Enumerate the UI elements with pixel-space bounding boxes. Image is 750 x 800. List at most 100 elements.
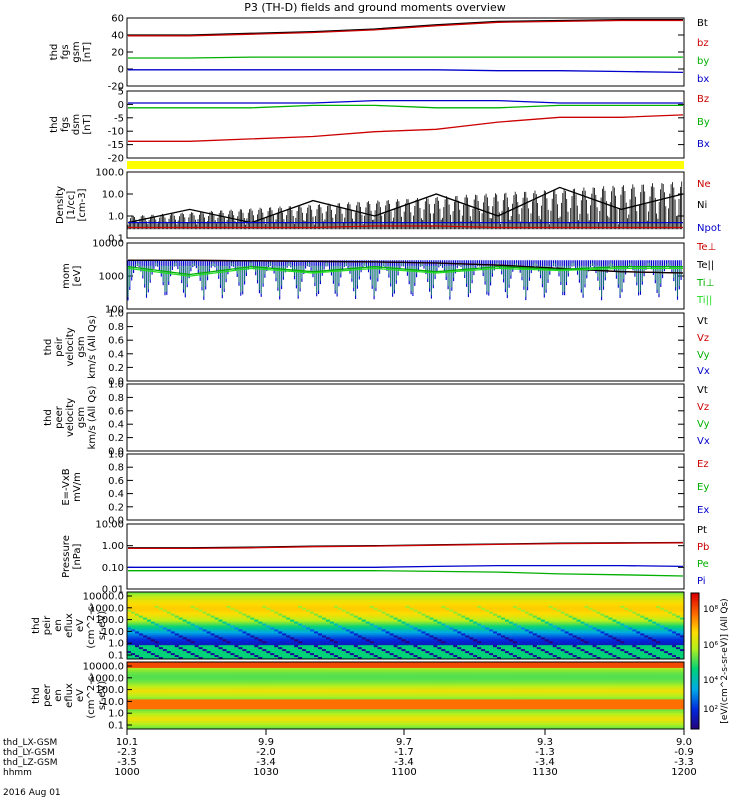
spectrogram-cell (401, 655, 406, 658)
spectrogram-cell (393, 605, 398, 609)
spectrogram-cell (445, 635, 450, 638)
spectrogram-cell (576, 592, 581, 595)
y-tick-label: 40 (111, 31, 124, 42)
spectrogram-cell (349, 615, 355, 618)
spectrogram-cell (540, 601, 546, 605)
spectrogram-cell (162, 592, 168, 595)
y-tick-label: 0.4 (108, 489, 124, 500)
spectrogram-cell (481, 657, 486, 660)
spectrogram-cell (162, 625, 168, 628)
spectrogram-cell (449, 603, 454, 607)
spectrogram-cell (262, 592, 267, 595)
spectrogram-cell (131, 631, 136, 634)
spectrogram-cell (636, 655, 641, 658)
spectrogram-cell (508, 605, 514, 609)
spectrogram-cell (584, 653, 589, 656)
spectrogram-cell (572, 607, 577, 611)
spectrogram-cell (278, 615, 283, 618)
spectrogram-cell (401, 601, 406, 605)
spectrogram-cell (290, 595, 295, 599)
spectrogram-cell (497, 599, 502, 603)
spectrogram-cell (325, 657, 331, 660)
spectrogram-cell (417, 597, 422, 601)
spectrogram-cell (202, 599, 207, 603)
spectrogram-cell (158, 647, 164, 650)
spectrogram-cell (489, 615, 494, 618)
spectrogram-cell (640, 603, 645, 607)
spectrogram-cell (234, 601, 239, 605)
y-tick-label: 10.0 (102, 627, 124, 638)
spectrogram-cell (306, 631, 311, 634)
spectrogram-cell (656, 637, 661, 640)
spectrogram-cell (377, 651, 382, 654)
spectrogram-cell (620, 617, 625, 620)
spectrogram-cell (127, 625, 132, 628)
spectrogram-cell (329, 637, 335, 640)
spectrogram-cell (337, 653, 343, 656)
spectrogram-cell (353, 631, 359, 634)
spectrogram-cell (385, 641, 390, 644)
spectrogram-cell (131, 635, 136, 638)
y-axis-label: [nT] (82, 42, 93, 62)
spectrogram-cell (664, 611, 669, 615)
spectrogram-cell (222, 617, 227, 620)
spectrogram-cell (210, 601, 215, 605)
spectrogram-cell (345, 625, 351, 628)
legend-Te||: Te|| (696, 260, 714, 271)
spectrogram-cell (373, 641, 379, 644)
spectrogram-cell (226, 635, 231, 638)
spectrogram-cell (485, 605, 490, 609)
spectrogram-cell (608, 621, 613, 624)
spectrogram-cell (286, 599, 291, 603)
spectrogram-cell (242, 657, 247, 660)
spectrogram-cell (274, 635, 279, 638)
spectrogram-cell (648, 605, 653, 609)
spectrogram-cell (552, 597, 558, 601)
spectrogram-cell (270, 605, 275, 609)
spectrogram-cell (127, 655, 132, 658)
spectrogram-cell (166, 649, 172, 652)
spectrogram-cell (178, 655, 184, 658)
spectrogram-cell (318, 611, 323, 615)
spectrogram-cell (489, 641, 494, 644)
spectrogram-cell (306, 635, 311, 638)
spectrogram-cell (465, 641, 470, 644)
spectrogram-cell (385, 592, 390, 595)
spectrogram-cell (604, 592, 609, 595)
spectrogram-cell (174, 615, 180, 618)
spectrogram-cell (262, 643, 267, 646)
spectrogram-cell (465, 615, 470, 618)
spectrogram-cell (469, 599, 474, 603)
spectrogram-cell (194, 623, 199, 626)
spectrogram-cell (337, 597, 343, 601)
spectrogram-cell (528, 639, 534, 642)
spectrogram-cell (158, 657, 164, 660)
spectrogram-cell (353, 645, 359, 648)
spectrogram-cell (600, 635, 605, 638)
spectrogram-cell (282, 645, 287, 648)
spectrogram-cell (449, 649, 454, 652)
spectrogram-cell (508, 643, 514, 646)
spectrogram-cell (322, 645, 327, 648)
spectrogram-cell (644, 637, 649, 640)
spectrogram-cell (154, 617, 160, 620)
spectrogram-cell (508, 597, 514, 601)
spectrogram-cell (242, 637, 247, 640)
plot-title: P3 (TH-D) fields and ground moments over… (244, 1, 506, 14)
spectrogram-cell (373, 599, 379, 603)
spectrogram-cell (182, 595, 188, 599)
spectrogram-cell (636, 629, 641, 632)
spectrogram-cell (302, 629, 307, 632)
spectrogram-cell (628, 599, 633, 603)
spectrogram-cell (234, 651, 239, 654)
spectrogram-cell (397, 595, 402, 599)
spectrogram-cell (548, 645, 554, 648)
spectrogram-cell (377, 657, 382, 660)
spectrogram-cell (441, 627, 446, 630)
y-tick-label: 1.0 (108, 212, 124, 223)
spectrogram-cell (548, 611, 554, 615)
spectrogram-cell (648, 592, 653, 595)
spectrogram-cell (270, 651, 275, 654)
spectrogram-cell (278, 613, 283, 617)
spectrogram-cell (162, 651, 168, 654)
